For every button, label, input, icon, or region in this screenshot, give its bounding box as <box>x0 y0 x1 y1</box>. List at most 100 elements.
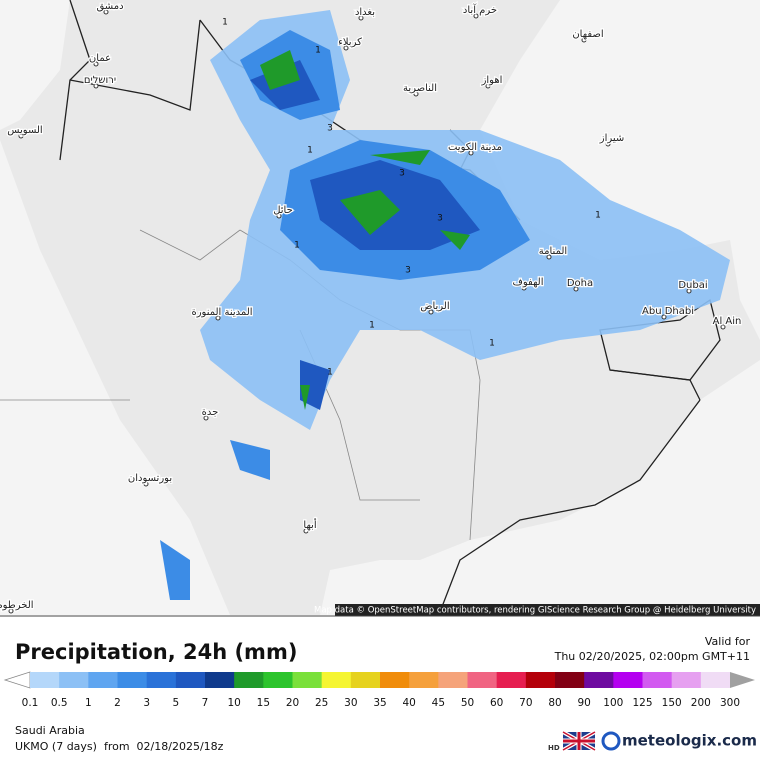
city-label: كربلاء <box>338 37 362 48</box>
city-label: أبها <box>303 518 316 531</box>
brand[interactable]: meteologix.com <box>622 732 757 750</box>
valid-time: Thu 02/20/2025, 02:00pm GMT+11 <box>554 650 750 663</box>
colorbar-swatch <box>146 672 177 688</box>
city-label: الهفوف <box>512 277 543 288</box>
colorbar-label: 30 <box>344 697 357 709</box>
contour-label: 3 <box>399 169 405 179</box>
colorbar-label: 45 <box>432 697 445 709</box>
colorbar-swatch <box>584 672 614 688</box>
colorbar-swatch <box>205 672 235 688</box>
city-label: المنامة <box>539 246 567 257</box>
colorbar-swatch <box>117 672 148 688</box>
colorbar-swatch <box>234 672 264 688</box>
city-label: عمان <box>89 53 111 64</box>
colorbar-label: 1 <box>85 697 92 709</box>
brand-logo <box>601 731 621 751</box>
city-dot <box>661 314 667 320</box>
contour-label: 1 <box>489 339 495 349</box>
contour-label: 1 <box>369 321 375 331</box>
colorbar-swatch <box>613 672 643 688</box>
colorbar-label: 25 <box>315 697 328 709</box>
colorbar-label: 3 <box>143 697 150 709</box>
contour-label: 3 <box>327 124 333 134</box>
colorbar-label: 20 <box>286 697 299 709</box>
contour-label: 1 <box>307 146 313 156</box>
colorbar-over <box>730 672 755 688</box>
city-dot <box>93 61 99 67</box>
colorbar-label: 0.1 <box>22 697 39 709</box>
colorbar-label: 100 <box>603 697 623 709</box>
hd-badge[interactable]: HD <box>548 744 560 752</box>
city-label: شيراز <box>599 133 625 144</box>
colorbar-under <box>3 671 31 689</box>
colorbar-swatch <box>321 672 352 688</box>
city-label: الخرطوم <box>0 600 34 611</box>
city-dot <box>581 37 587 43</box>
attribution-bg <box>335 604 760 616</box>
city-dot <box>605 141 611 147</box>
legend-title: Precipitation, 24h (mm) <box>15 640 297 664</box>
colorbar-swatch <box>642 672 673 688</box>
city-dot <box>485 83 491 89</box>
colorbar-swatch <box>438 672 468 688</box>
colorbar-label: 15 <box>257 697 270 709</box>
colorbar-label: 35 <box>373 697 386 709</box>
colorbar-swatch <box>496 672 527 688</box>
city-dot <box>546 254 552 260</box>
city-dot <box>473 13 479 19</box>
colorbar-label: 80 <box>548 697 561 709</box>
colorbar-swatch <box>30 672 60 688</box>
city-label: جدة <box>202 407 219 418</box>
region: Saudi Arabia <box>15 724 85 737</box>
city-dot <box>215 315 221 321</box>
city-dot <box>521 285 527 291</box>
city-dot <box>343 45 349 51</box>
sea <box>0 0 760 615</box>
contour-label: 1 <box>315 46 321 56</box>
map-labels: دمشق عمان ירושלים بغداد كربلاء خرم آباد اصفهان… <box>0 0 743 614</box>
colorbar-label: 0.5 <box>51 697 68 709</box>
colorbar-swatch <box>380 672 410 688</box>
city-dot <box>18 133 24 139</box>
city-dot <box>276 213 282 219</box>
colorbar-label: 200 <box>691 697 711 709</box>
colorbar-label: 300 <box>720 697 740 709</box>
valid-label: Valid for <box>705 635 751 648</box>
uk-flag[interactable] <box>562 730 596 752</box>
colorbar: 0.1 0.5 1 2 3 5 7 10 15 20 25 30 35 40 45 50 60 70 80 90 100… <box>3 671 755 709</box>
city-dot <box>573 286 579 292</box>
city-label: الناصرية <box>403 83 437 94</box>
colorbar-swatch <box>700 672 731 688</box>
city-dot <box>413 91 419 97</box>
model-run: UKMO (7 days) from 02/18/2025/18z <box>15 740 224 753</box>
city-dot <box>93 83 99 89</box>
city-dot <box>720 324 726 330</box>
colorbar-swatch <box>263 672 293 688</box>
colorbar-label: 150 <box>662 697 682 709</box>
city-label: المدينة المنورة <box>191 307 252 318</box>
city-dot <box>686 288 692 294</box>
city-label: اصفهان <box>572 29 603 40</box>
city-label: حائل <box>273 205 293 216</box>
colorbar-swatch <box>175 672 206 688</box>
colorbar-swatch <box>467 672 498 688</box>
city-label: السويس <box>7 125 42 136</box>
city-label: خرم آباد <box>463 3 497 16</box>
colorbar-swatch <box>88 672 118 688</box>
city-dot <box>303 528 309 534</box>
city-dot <box>358 15 364 21</box>
city-label: مدينة الكويت <box>448 142 502 153</box>
precipitation <box>160 10 730 600</box>
colorbar-label: 50 <box>461 697 474 709</box>
contour-label: 1 <box>294 241 300 251</box>
contour-label: 1 <box>595 211 601 221</box>
colorbar-label: 70 <box>519 697 532 709</box>
colorbar-swatch <box>671 672 702 688</box>
colorbar-swatch <box>555 672 585 688</box>
city-label: Dubai <box>678 280 707 291</box>
city-label: ירושלים <box>84 75 116 86</box>
city-label: Abu Dhabi <box>642 306 694 317</box>
colorbar-label: 40 <box>402 697 415 709</box>
city-dot <box>8 608 14 614</box>
